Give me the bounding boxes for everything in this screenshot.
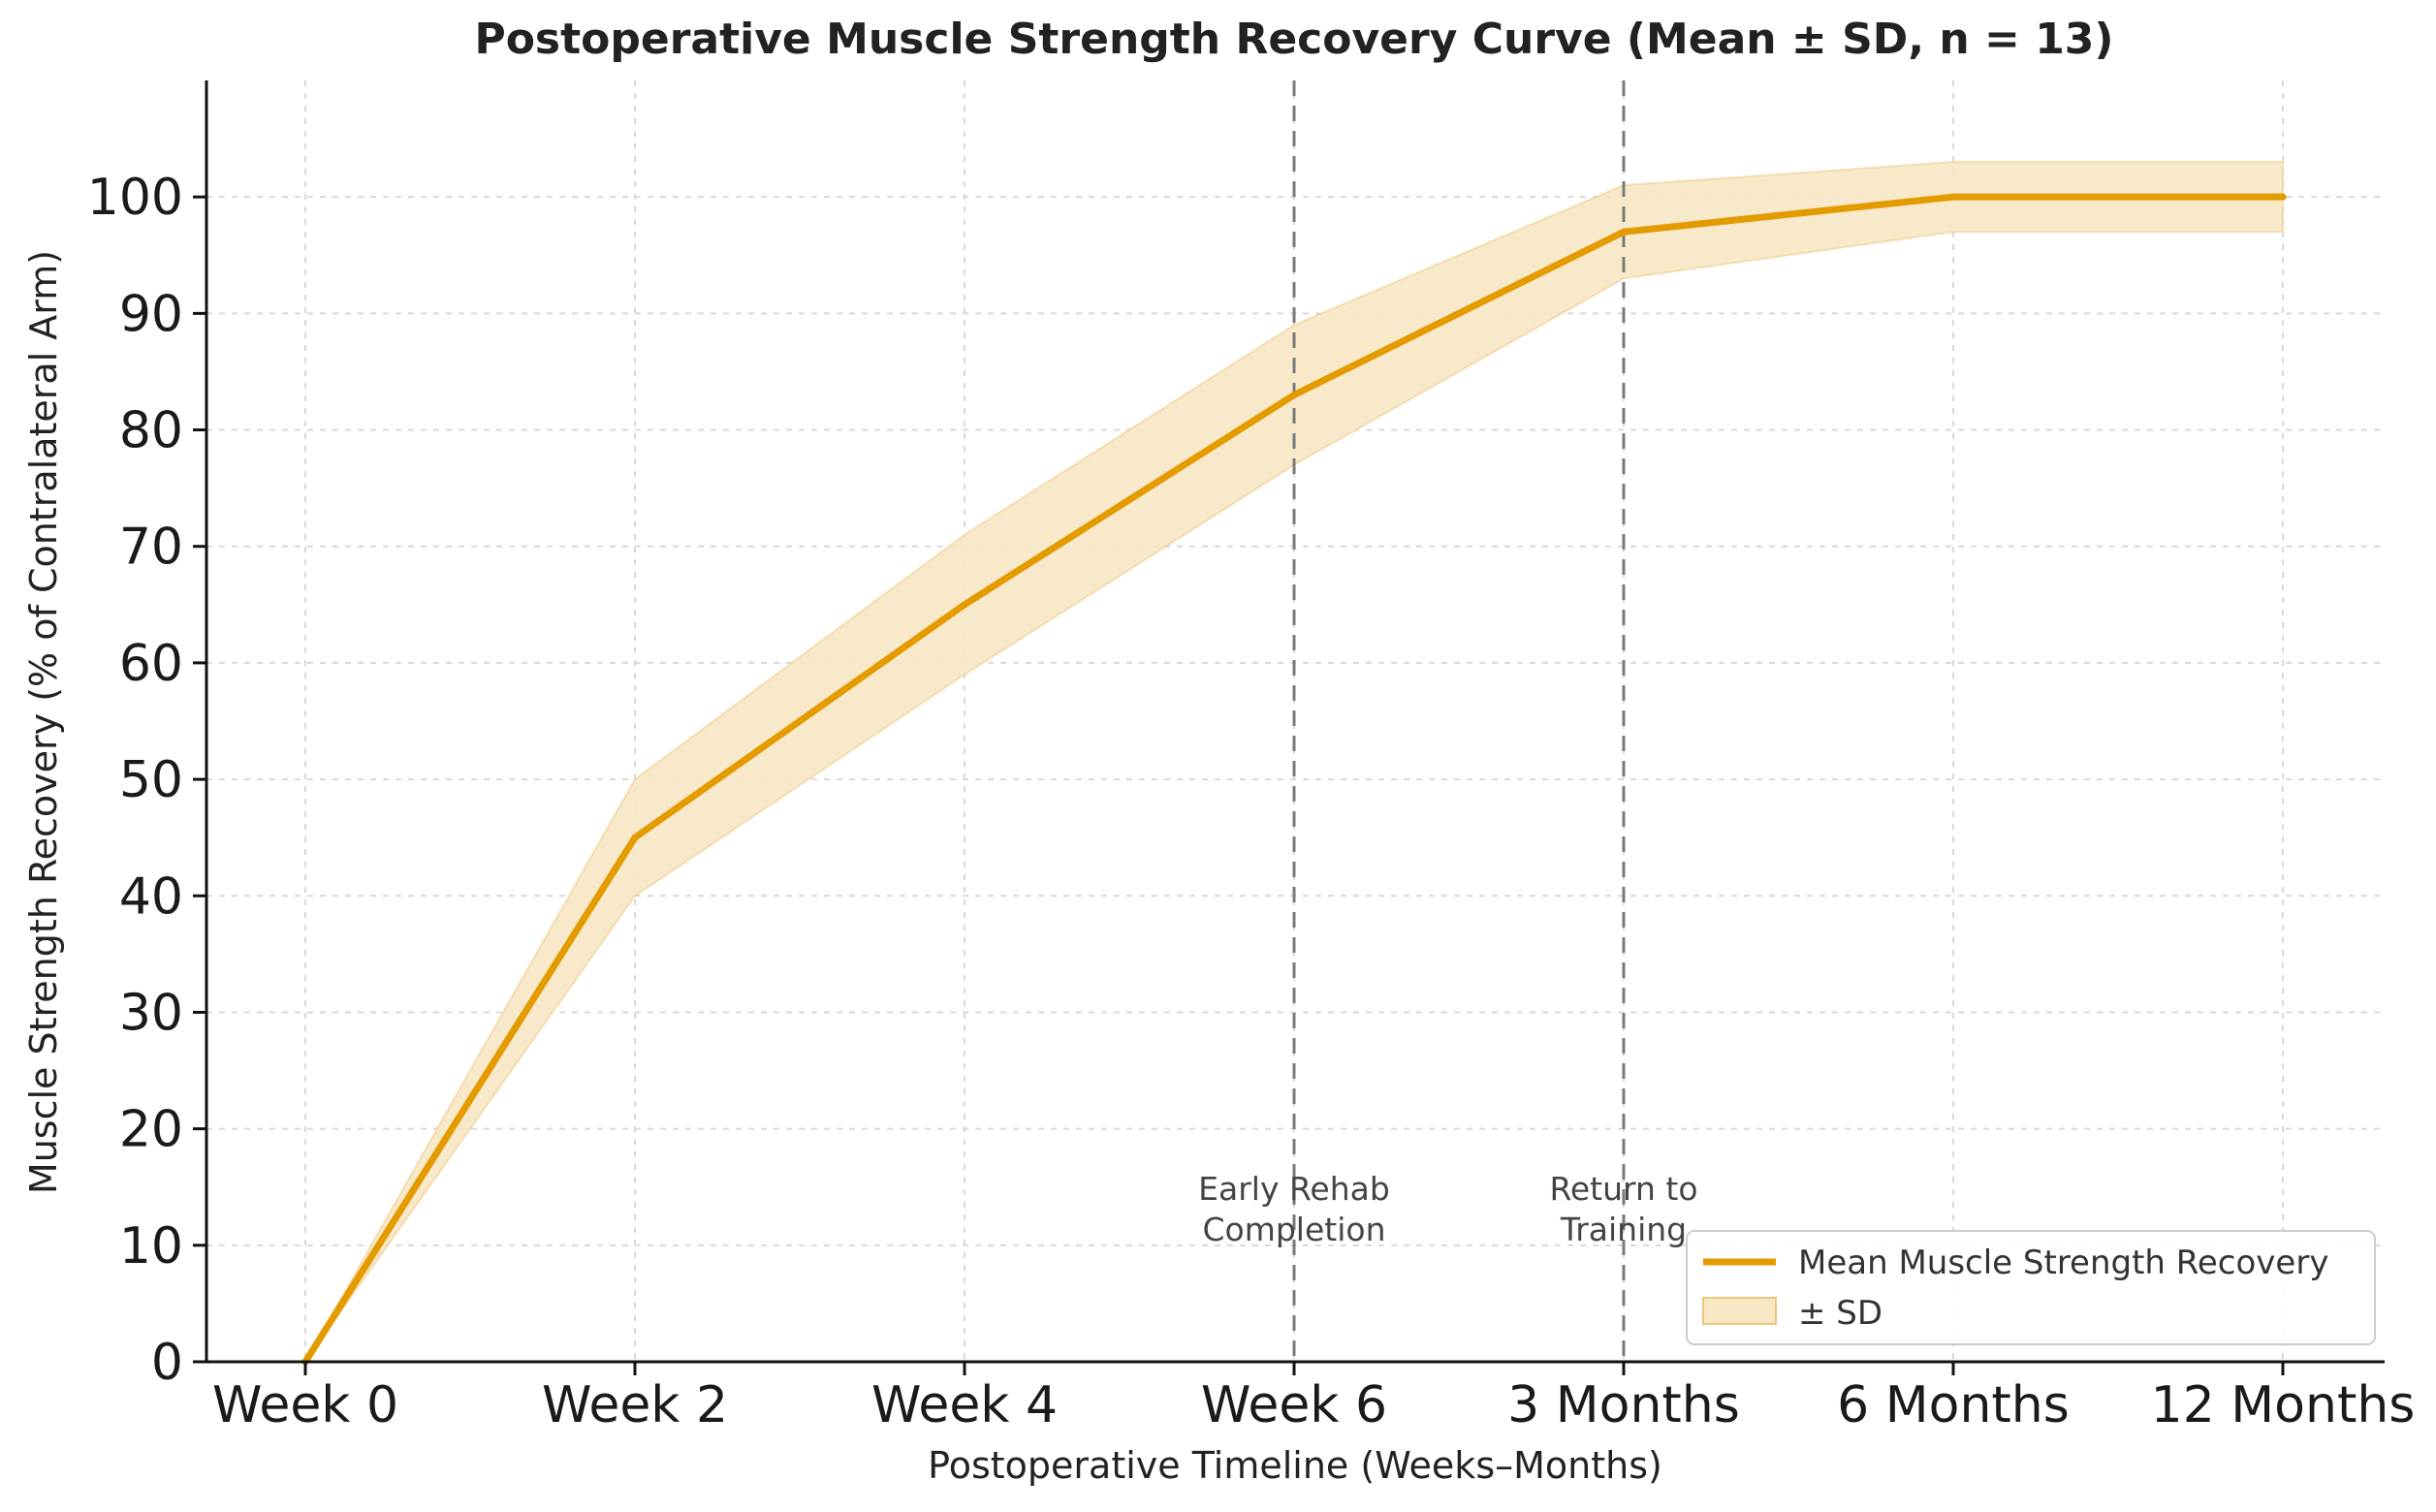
milestone-annotation-text: Return to <box>1549 1170 1697 1208</box>
x-tick-label: Week 6 <box>1201 1376 1387 1434</box>
legend-frame <box>1686 1230 2376 1345</box>
y-tick-label: 10 <box>119 1217 183 1276</box>
y-tick-label: 40 <box>119 867 183 926</box>
y-tick-label: 30 <box>119 984 183 1042</box>
x-tick-label: 12 Months <box>2151 1376 2416 1434</box>
data-points <box>301 193 2287 1366</box>
legend-entry-mean: Mean Muscle Strength Recovery <box>1798 1244 2328 1282</box>
y-tick-label: 20 <box>119 1101 183 1159</box>
x-tick-label: Week 2 <box>542 1376 728 1434</box>
x-axis-label: Postoperative Timeline (Weeks–Months) <box>928 1444 1662 1487</box>
y-tick-label: 60 <box>119 635 183 693</box>
data-point <box>1620 228 1628 236</box>
data-point <box>1949 193 1957 201</box>
y-axis-ticks: 0 10 20 30 40 50 60 70 80 90 100 <box>87 169 206 1392</box>
x-tick-label: Week 0 <box>212 1376 398 1434</box>
y-tick-label: 100 <box>87 169 183 227</box>
milestone-annotation-text: Completion <box>1202 1211 1385 1248</box>
data-point <box>961 601 968 609</box>
y-tick-label: 0 <box>151 1334 183 1392</box>
x-tick-label: Week 4 <box>871 1376 1058 1434</box>
data-point <box>631 834 639 841</box>
x-axis-ticks: Week 0 Week 2 Week 4 Week 6 3 Months 6 Months… <box>212 1362 2415 1434</box>
milestone-annotation-text: Training <box>1560 1211 1687 1248</box>
y-tick-label: 80 <box>119 402 183 460</box>
y-axis-label: Muscle Strength Recovery (% of Contralat… <box>22 250 65 1194</box>
y-tick-label: 70 <box>119 519 183 577</box>
legend-band-swatch <box>1702 1297 1777 1325</box>
data-point <box>2279 193 2287 201</box>
x-tick-label: 6 Months <box>1837 1376 2070 1434</box>
legend-entry-sd: ± SD <box>1798 1294 1882 1333</box>
y-tick-label: 90 <box>119 285 183 343</box>
chart-title: Postoperative Muscle Strength Recovery C… <box>474 15 2113 64</box>
legend: Mean Muscle Strength Recovery ± SD <box>1686 1230 2376 1345</box>
x-tick-label: 3 Months <box>1507 1376 1740 1434</box>
milestone-lines <box>1292 80 1626 1362</box>
milestone-annotation-text: Early Rehab <box>1198 1170 1390 1208</box>
data-point <box>1290 391 1298 398</box>
y-tick-label: 50 <box>119 751 183 809</box>
